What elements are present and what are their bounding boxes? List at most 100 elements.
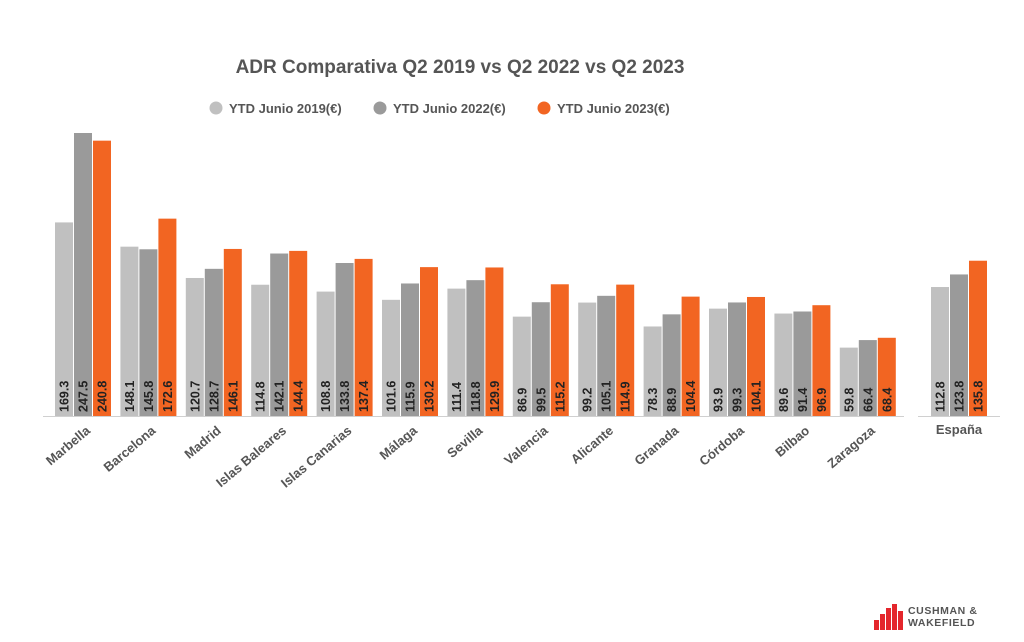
data-label-12-1: 89.6 (777, 388, 791, 412)
bar-8-2 (531, 302, 550, 416)
data-label-4-1: 114.8 (254, 381, 268, 412)
data-label-13-2: 66.4 (861, 388, 875, 412)
data-label-13-3: 68.4 (880, 388, 894, 412)
x-tick-label-8: Valencia (501, 422, 551, 467)
logo-mark-icon (874, 604, 904, 630)
bar-5-3 (354, 258, 373, 416)
bar-1-3 (93, 140, 111, 416)
data-label-6-3: 130.2 (423, 381, 437, 412)
bar-group-10: 78.3 88.9 104.4 (643, 296, 700, 416)
bar-group-7: 111.4 118.8 129.9 (447, 267, 504, 416)
company-logo: CUSHMAN & WAKEFIELD (874, 604, 1004, 630)
logo-line-2: WAKEFIELD (908, 617, 976, 629)
data-label-8-3: 115.2 (553, 381, 567, 412)
bar-13-1 (839, 347, 858, 416)
bar-group-1: 169.3 247.5 240.8 (55, 133, 111, 416)
bar-espana-3 (969, 260, 987, 416)
data-label-7-1: 111.4 (450, 382, 464, 412)
x-tick-label-13: Zaragoza (824, 422, 878, 471)
data-label-10-3: 104.4 (684, 381, 698, 412)
bar-groups: 169.3 247.5 240.8 148.1 145.8 172.6 120.7 128.7… (55, 133, 987, 416)
legend-label-2: YTD Junio 2022(€) (393, 101, 506, 116)
data-label-2-2: 145.8 (142, 381, 156, 412)
chart-legend: YTD Junio 2019(€) YTD Junio 2022(€) YTD Ju… (209, 101, 670, 116)
legend-marker-1 (209, 101, 223, 115)
data-label-2-1: 148.1 (123, 381, 137, 412)
data-label-1-3: 240.8 (96, 381, 110, 412)
bar-3-3 (223, 248, 242, 416)
data-label-8-2: 99.5 (534, 388, 548, 412)
data-label-5-3: 137.4 (357, 381, 371, 412)
bar-8-3 (550, 284, 569, 416)
data-label-11-3: 104.1 (750, 381, 764, 412)
x-tick-label-1: Marbella (43, 422, 94, 468)
data-label-3-3: 146.1 (226, 381, 240, 412)
bar-group-12: 89.6 91.4 96.9 (774, 305, 831, 416)
bar-9-2 (597, 295, 616, 416)
bar-2-2 (139, 249, 158, 416)
logo-text: CUSHMAN & WAKEFIELD (908, 605, 978, 629)
x-tick-label-espana: España (936, 422, 983, 437)
bar-3-1 (185, 277, 204, 416)
x-tick-label-6: Málaga (377, 422, 421, 462)
data-label-10-1: 78.3 (646, 388, 660, 412)
bar-1-1 (55, 222, 73, 416)
x-tick-label-5: Islas Canarias (278, 423, 355, 491)
x-tick-label-10: Granada (631, 422, 682, 468)
bar-group-3: 120.7 128.7 146.1 (185, 248, 242, 416)
bar-11-2 (728, 302, 746, 416)
data-label-espana-3: 135.8 (972, 381, 986, 412)
bar-9-3 (616, 284, 635, 416)
data-label-5-2: 133.8 (338, 381, 352, 412)
x-tick-label-12: Bilbao (772, 423, 812, 460)
legend-marker-2 (373, 101, 387, 115)
data-label-9-1: 99.2 (581, 388, 595, 412)
bar-group-espana: 112.8 123.8 135.8 (931, 260, 987, 416)
bar-13-2 (858, 340, 877, 416)
data-label-11-2: 99.3 (731, 388, 745, 412)
bar-group-9: 99.2 105.1 114.9 (578, 284, 635, 416)
bar-espana-1 (931, 287, 949, 416)
x-tick-label-11: Córdoba (696, 422, 747, 468)
bar-11-3 (747, 296, 765, 416)
bar-5-2 (335, 263, 354, 416)
logo-line-1: CUSHMAN & (908, 605, 978, 617)
bar-10-1 (643, 326, 662, 416)
data-label-11-1: 93.9 (712, 388, 726, 412)
bar-2-1 (120, 246, 139, 416)
bar-13-3 (877, 337, 896, 416)
bar-group-5: 108.8 133.8 137.4 (316, 258, 373, 416)
bar-group-11: 93.9 99.3 104.1 (709, 296, 765, 416)
bar-7-2 (466, 280, 485, 416)
x-tick-label-2: Barcelona (101, 422, 159, 474)
bar-7-3 (485, 267, 504, 416)
bar-12-2 (793, 311, 812, 416)
data-label-13-1: 59.8 (842, 388, 856, 412)
data-label-1-1: 169.3 (58, 381, 72, 412)
bar-4-3 (289, 250, 308, 416)
data-label-9-2: 105.1 (600, 381, 614, 412)
bar-group-2: 148.1 145.8 172.6 (120, 218, 177, 416)
data-label-3-1: 120.7 (188, 381, 202, 412)
data-label-6-2: 115.9 (404, 381, 418, 412)
bar-11-1 (709, 308, 727, 416)
bar-3-2 (204, 268, 223, 416)
bar-6-1 (382, 299, 400, 416)
legend-marker-3 (537, 101, 551, 115)
bar-12-1 (774, 313, 793, 416)
bar-7-1 (447, 288, 466, 416)
data-label-5-1: 108.8 (319, 381, 333, 412)
x-tick-label-9: Alicante (568, 423, 616, 467)
bar-10-2 (662, 314, 681, 416)
bar-group-13: 59.8 66.4 68.4 (839, 337, 896, 416)
bar-8-1 (512, 316, 531, 416)
bar-group-4: 114.8 142.1 144.4 (251, 250, 308, 416)
data-label-7-3: 129.9 (488, 381, 502, 412)
bar-espana-2 (950, 274, 968, 416)
x-tick-label-7: Sevilla (444, 422, 486, 460)
data-label-2-3: 172.6 (161, 381, 175, 412)
legend-label-3: YTD Junio 2023(€) (557, 101, 670, 116)
bar-6-2 (401, 283, 419, 416)
